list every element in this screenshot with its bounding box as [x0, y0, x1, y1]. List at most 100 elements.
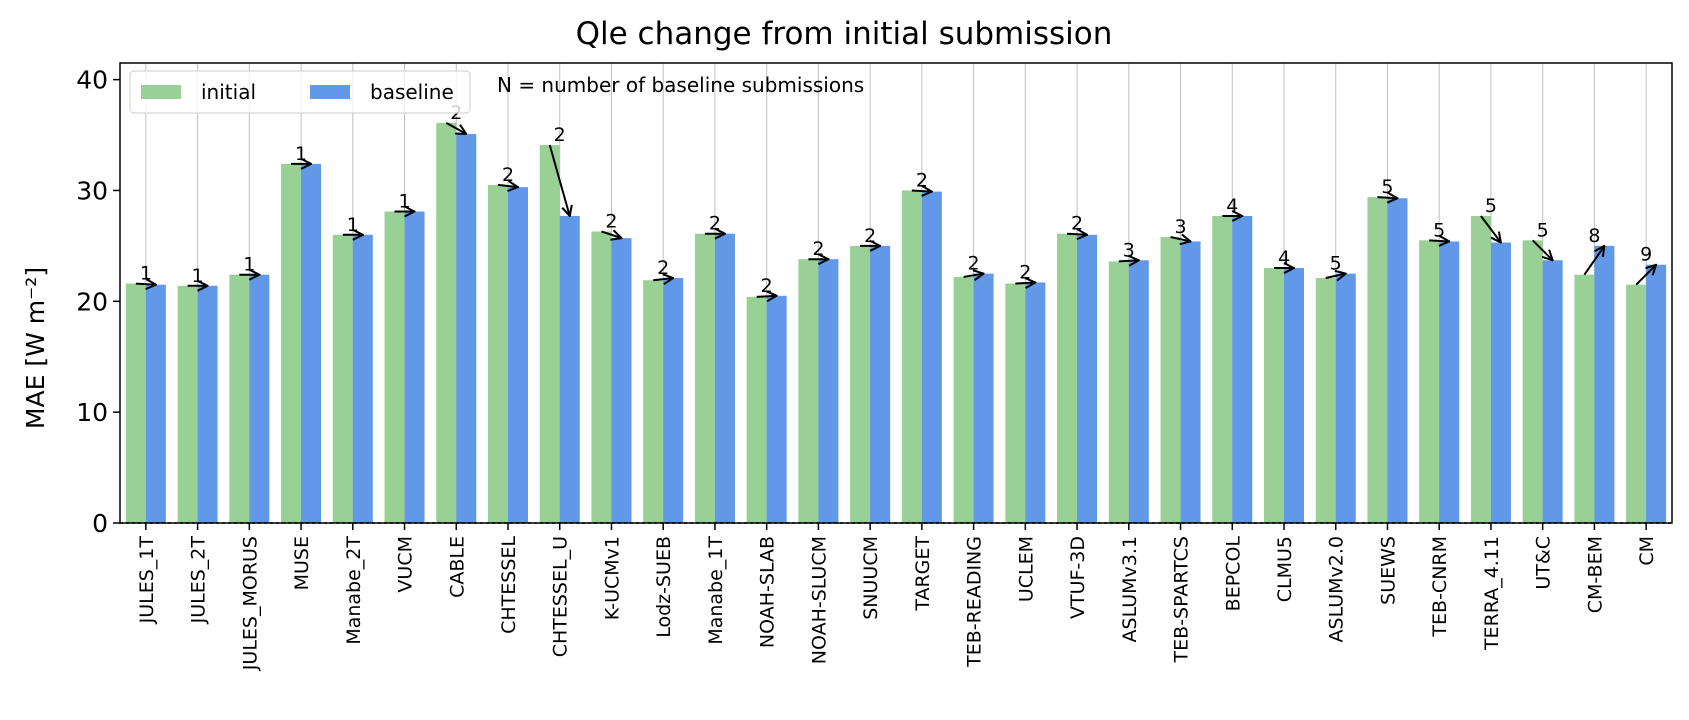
x-tick-label: NOAH-SLAB	[757, 536, 779, 648]
change-arrow	[963, 274, 984, 277]
n-label: 1	[295, 143, 307, 165]
bar-baseline	[818, 259, 839, 523]
bar-initial	[436, 122, 457, 524]
x-tick-label: BEPCOL	[1222, 536, 1244, 612]
change-arrow	[911, 190, 932, 191]
bar-initial	[1574, 274, 1595, 523]
bar-initial	[1160, 237, 1181, 523]
n-label: 1	[192, 265, 204, 287]
n-label: 8	[1588, 225, 1600, 247]
change-arrow	[1583, 246, 1604, 276]
bar-baseline	[1077, 234, 1098, 523]
n-label: 1	[347, 214, 359, 236]
bar-baseline	[663, 278, 684, 523]
n-label: 1	[140, 263, 152, 285]
bar-baseline	[1232, 215, 1253, 523]
bar-initial	[1212, 215, 1233, 523]
n-label: 2	[657, 257, 669, 279]
x-tick-label: K-UCMv1	[601, 536, 623, 620]
bar-initial	[281, 163, 302, 523]
change-arrow	[497, 185, 518, 187]
n-label: 2	[709, 213, 721, 235]
bar-baseline	[1180, 241, 1201, 523]
bar-baseline	[301, 163, 322, 523]
bar-initial	[488, 184, 508, 523]
n-label: 2	[968, 253, 980, 275]
bar-baseline	[197, 285, 218, 523]
bar-baseline	[352, 234, 373, 523]
n-label: 2	[1019, 261, 1031, 283]
x-tick-label: TARGET	[912, 536, 934, 612]
x-tick-label: CM	[1636, 536, 1658, 566]
x-tick-label: MUSE	[291, 536, 313, 590]
bar-initial	[1522, 240, 1543, 523]
bar-baseline	[145, 284, 166, 523]
legend: initial baseline	[129, 70, 471, 114]
n-label: 9	[1640, 244, 1652, 266]
bar-initial	[694, 233, 715, 523]
x-ticks: JULES_1T JULES_2T JULES_MORUS MUSE Manabe_2T…	[136, 523, 1658, 671]
change-arrow	[1118, 260, 1139, 261]
change-arrow	[445, 121, 466, 134]
bar-baseline	[766, 295, 787, 523]
change-arrow	[1170, 237, 1191, 241]
y-tick-label: 30	[76, 176, 108, 205]
x-tick-label: UT&C	[1533, 536, 1555, 590]
plot-frame	[119, 62, 1673, 524]
n-label: 2	[1071, 213, 1083, 235]
bar-baseline	[1335, 273, 1356, 523]
bar-initial	[384, 211, 405, 523]
n-label: 2	[812, 238, 824, 260]
bar-baseline	[404, 211, 425, 523]
n-label: 5	[1330, 253, 1342, 275]
bar-baseline	[1128, 260, 1149, 523]
x-tick-label: JULES_MORUS	[239, 536, 261, 671]
x-tick-label: SUEWS	[1377, 536, 1399, 605]
bar-initial	[1315, 278, 1336, 523]
n-label: 4	[1278, 247, 1290, 269]
n-label: 2	[761, 275, 773, 297]
annotation-note: N = number of baseline submissions	[497, 73, 864, 97]
bar-baseline	[1025, 282, 1046, 523]
x-tick-label: CLMU5	[1274, 536, 1296, 602]
bar-initial	[1626, 284, 1647, 523]
bar-baseline	[456, 133, 477, 523]
y-tick-label: 20	[76, 287, 108, 316]
x-tick-label: ASLUMv3.1	[1119, 536, 1141, 642]
bar-initial	[539, 145, 560, 523]
n-label: 2	[916, 169, 928, 191]
bar-baseline	[249, 274, 270, 523]
n-label: 2	[605, 210, 617, 232]
x-tick-label: SNUUCM	[860, 536, 882, 620]
bar-initial	[332, 234, 353, 523]
n-label: 5	[1485, 195, 1497, 217]
n-label: 5	[1381, 176, 1393, 198]
bar-baseline	[1490, 242, 1511, 523]
n-label: 4	[1226, 195, 1238, 217]
bar-initial	[1470, 215, 1491, 523]
n-label: 1	[243, 254, 255, 276]
change-arrow	[1067, 234, 1087, 235]
bar-initial	[901, 190, 922, 523]
legend-label-initial: initial	[201, 80, 256, 104]
n-label: 2	[864, 225, 876, 247]
n-label: 1	[398, 191, 410, 213]
bar-initial	[798, 259, 819, 523]
bar-initial	[591, 231, 612, 523]
n-label: 2	[554, 124, 566, 146]
bar-initial	[1108, 261, 1129, 523]
x-tick-label: CHTESSEL	[498, 536, 520, 634]
bar-baseline	[508, 187, 528, 523]
bar-initial	[125, 283, 146, 523]
x-tick-label: CM-BEM	[1584, 536, 1606, 613]
bar-initial	[643, 280, 664, 523]
y-tick-label: 40	[76, 66, 108, 95]
x-tick-label: Lodz-SUEB	[653, 536, 675, 638]
legend-swatch-baseline	[310, 85, 350, 99]
x-tick-label: TERRA_4.11	[1481, 536, 1503, 651]
bars	[125, 122, 1667, 524]
x-tick-label: VTUF-3D	[1067, 536, 1089, 619]
bar-baseline	[973, 273, 994, 523]
bar-initial	[177, 285, 198, 523]
